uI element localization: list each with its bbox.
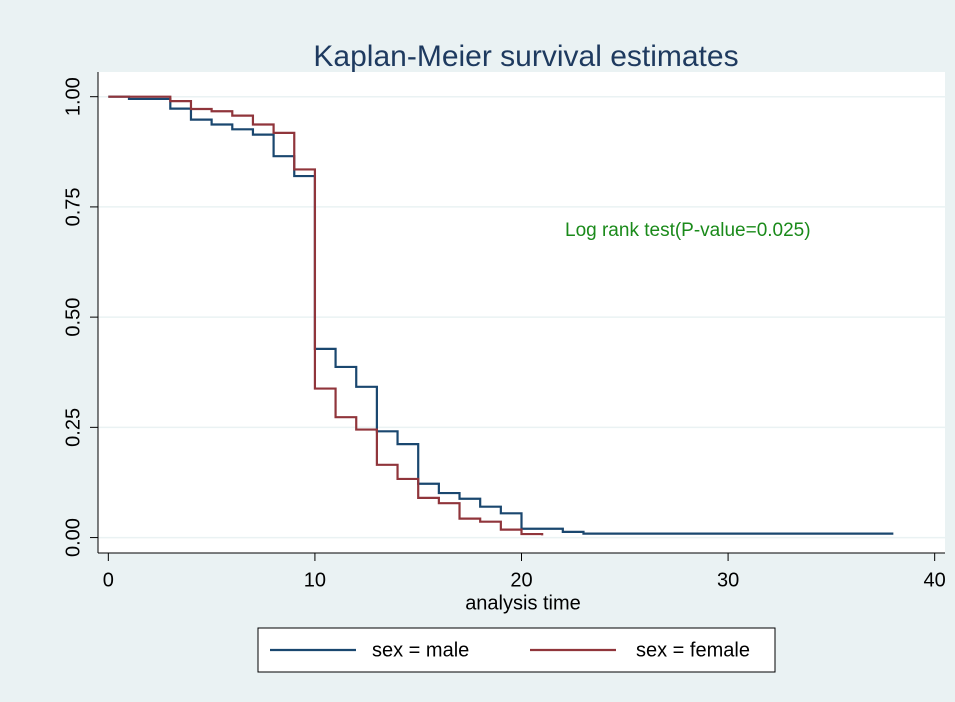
annotation: Log rank test(P-value=0.025) [565,220,811,241]
x-tick-label: 40 [924,569,946,591]
x-tick-label: 20 [510,569,532,591]
legend-label: sex = male [372,639,469,661]
y-tick-label: 0.00 [62,518,84,557]
plot-region [98,72,945,553]
x-tick-label: 0 [103,569,114,591]
survival-line [108,95,894,535]
legend-label: sex = female [636,639,750,661]
chart-title: Kaplan-Meier survival estimates [313,40,738,73]
y-tick-label: 1.00 [62,77,84,116]
survival-line [108,95,544,536]
y-tick-label: 0.75 [62,187,84,226]
x-axis-label: analysis time [465,592,581,614]
x-tick-label: 10 [304,569,326,591]
y-tick-label: 0.25 [62,408,84,447]
x-tick-label: 30 [717,569,739,591]
y-tick-label: 0.50 [62,298,84,337]
